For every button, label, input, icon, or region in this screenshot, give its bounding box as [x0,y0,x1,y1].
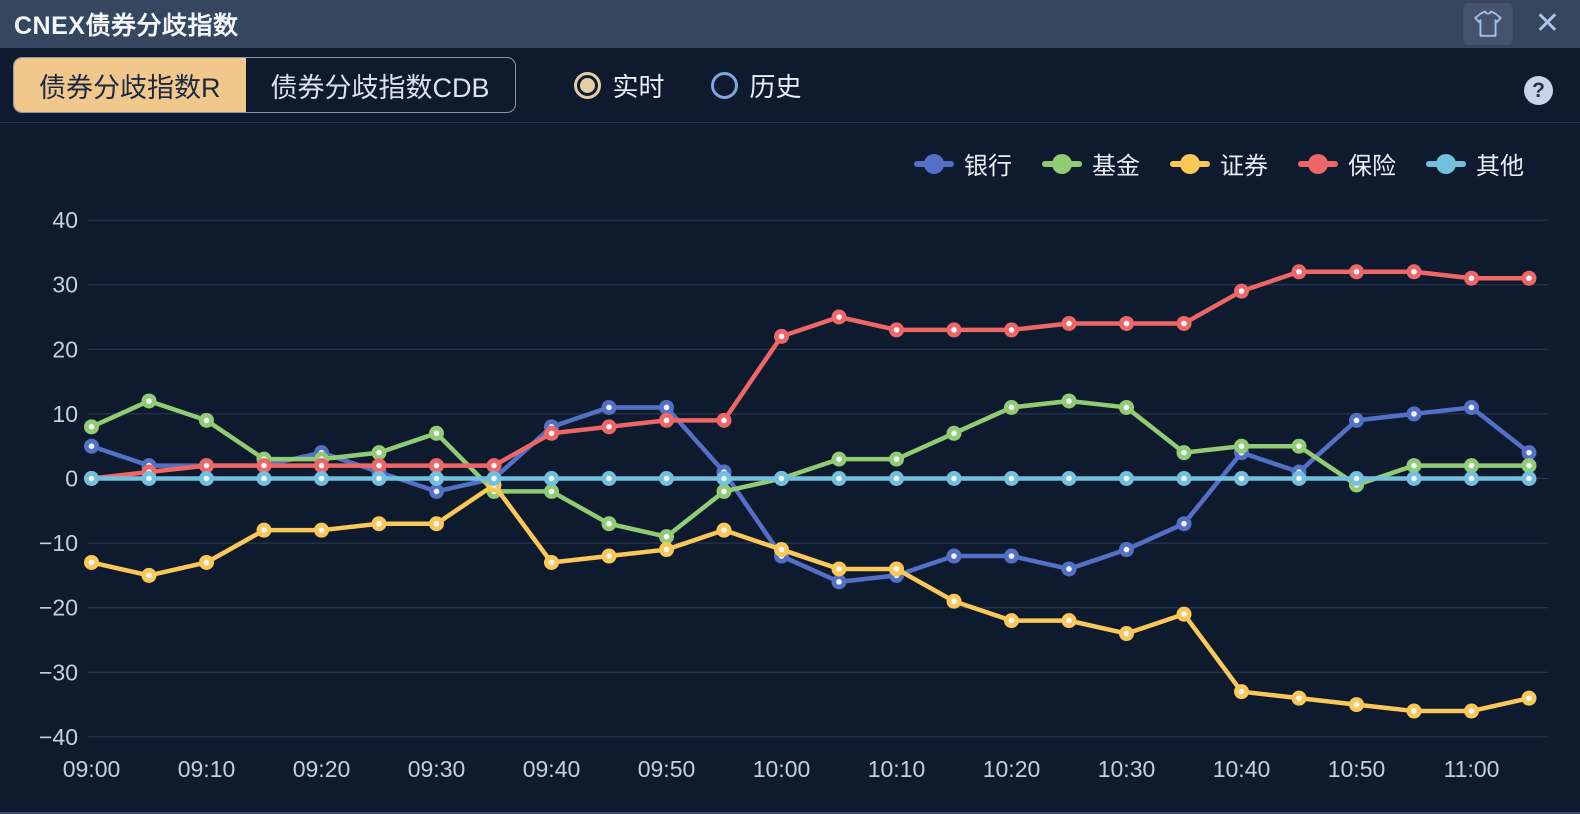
y-tick-label: −20 [39,595,78,621]
legend-label-other: 其他 [1476,153,1524,180]
legend-item-fund[interactable]: 基金 [1042,146,1140,181]
series-fund [84,393,1537,545]
legend-marker-other [1426,153,1466,174]
close-icon[interactable]: ✕ [1529,9,1566,39]
y-tick-label: 0 [65,466,78,492]
legend-item-securities[interactable]: 证券 [1170,146,1268,181]
series-insurance [84,264,1537,486]
x-tick-label: 09:50 [638,756,696,782]
y-tick-label: −30 [39,659,78,685]
x-tick-label: 10:00 [753,756,811,782]
legend-dot-bank [924,153,944,174]
y-tick-label: −40 [39,724,78,750]
tab-bond-divergence-cdb[interactable]: 债券分歧指数CDB [246,58,515,112]
radio-realtime-circle[interactable] [573,71,601,99]
legend-marker-securities [1170,153,1210,174]
x-tick-label: 10:40 [1213,756,1271,782]
radio-realtime-label: 实时 [612,71,665,102]
legend-label-fund: 基金 [1092,153,1140,180]
radio-history-circle[interactable] [710,71,738,99]
x-tick-label: 09:20 [293,756,351,782]
x-tick-label: 11:00 [1444,756,1500,782]
x-tick-label: 10:50 [1328,756,1386,782]
legend-dot-other [1436,153,1456,174]
legend-item-other[interactable]: 其他 [1426,146,1524,181]
series-other [84,471,1537,486]
legend-dot-securities [1180,153,1200,174]
x-tick-label: 09:10 [178,756,236,782]
window-title: CNEX债券分歧指数 [14,12,239,40]
titlebar-actions: ✕ [1462,3,1566,45]
radio-history[interactable]: 历史 [710,67,802,104]
titlebar: CNEX债券分歧指数 ✕ [0,0,1580,48]
legend-marker-fund [1042,153,1082,174]
radio-realtime[interactable]: 实时 [573,67,665,104]
tshirt-icon [1474,10,1502,37]
radio-history-label: 历史 [749,71,802,102]
toolbar: 债券分歧指数R 债券分歧指数CDB 实时 历史 ? [0,48,1580,123]
x-tick-label: 10:10 [868,756,926,782]
x-tick-label: 09:00 [63,756,121,782]
x-tick-label: 10:20 [983,756,1041,782]
x-tick-label: 09:40 [523,756,581,782]
legend-dot-fund [1052,153,1072,174]
theme-button[interactable] [1462,3,1513,45]
y-tick-label: 20 [52,336,78,362]
tab-bond-divergence-r[interactable]: 债券分歧指数R [14,58,246,112]
y-tick-label: 40 [52,207,78,233]
tab-group: 债券分歧指数R 债券分歧指数CDB [13,57,516,113]
y-tick-label: −10 [39,530,78,556]
legend-item-bank[interactable]: 银行 [914,146,1012,181]
y-tick-label: 30 [52,272,78,298]
legend-label-securities: 证券 [1220,153,1268,180]
legend-dot-insurance [1308,153,1328,174]
series-securities [84,477,1537,719]
legend-label-insurance: 保险 [1348,153,1396,180]
legend-label-bank: 银行 [964,153,1012,180]
y-tick-label: 10 [52,401,78,427]
mode-radio-group: 实时 历史 [573,67,802,104]
x-tick-label: 10:30 [1098,756,1156,782]
legend-item-insurance[interactable]: 保险 [1298,146,1396,181]
help-icon[interactable]: ? [1524,76,1553,105]
x-tick-label: 09:30 [408,756,466,782]
chart-legend: 银行 基金 证券 保险 其他 [914,146,1524,181]
legend-marker-insurance [1298,153,1338,174]
legend-marker-bank [914,153,954,174]
